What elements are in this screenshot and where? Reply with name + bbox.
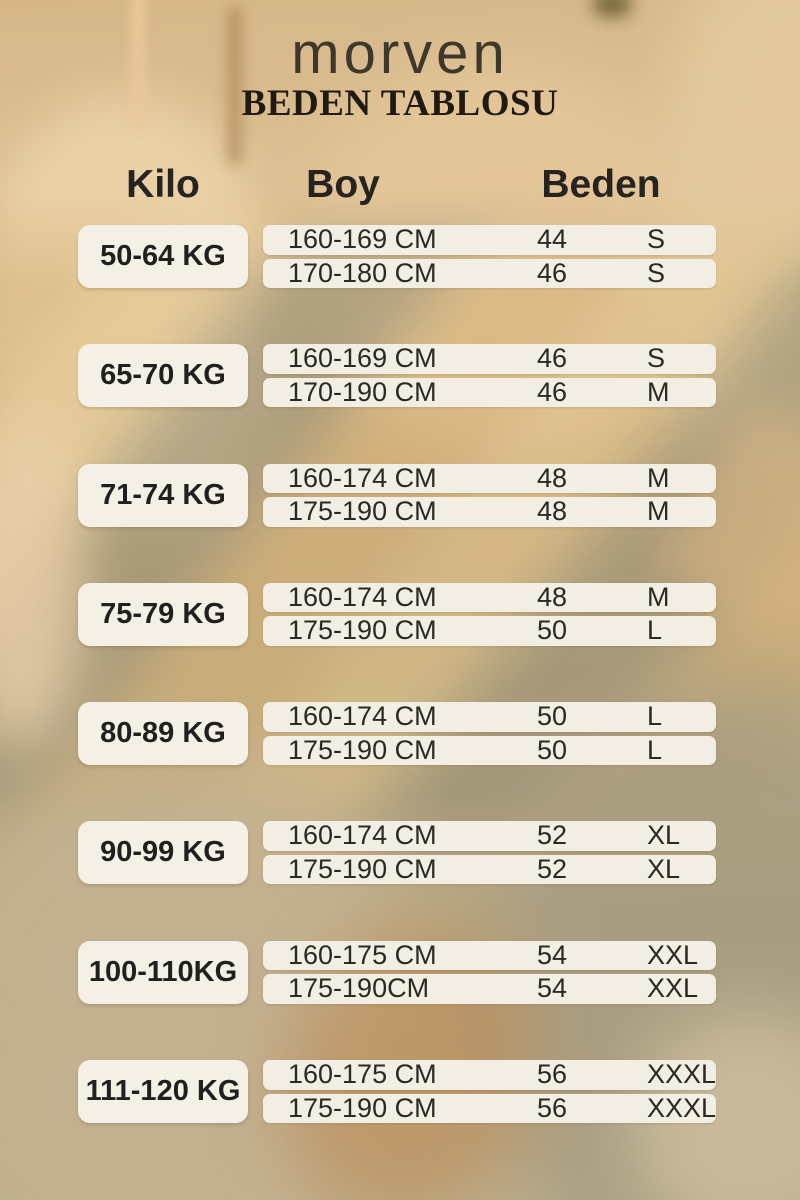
height-range-cell: 175-190CM [288, 973, 430, 1004]
size-letter-cell: XL [647, 820, 681, 851]
weight-group: 75-79 KG 160-174 CM 48 M 175-190 CM 50 L [0, 581, 800, 646]
size-letter-cell: L [647, 701, 663, 732]
height-range-cell: 175-190 CM [288, 734, 437, 765]
height-range-cell: 160-174 CM [288, 462, 437, 493]
size-number-cell: 52 [537, 853, 568, 884]
size-letter-cell: XXL [647, 939, 699, 970]
table-row: 175-190 CM 48 M [263, 497, 716, 527]
height-range-cell: 160-174 CM [288, 701, 437, 732]
size-number-cell: 50 [537, 615, 568, 646]
size-letter-cell: L [647, 734, 663, 765]
column-header-kilo: Kilo [126, 163, 200, 206]
weight-range-label: 71-74 KG [78, 463, 248, 527]
height-range-cell: 175-190 CM [288, 1092, 437, 1123]
group-rows: 160-174 CM 50 L 175-190 CM 50 L [263, 702, 716, 766]
height-range-cell: 160-169 CM [288, 343, 437, 374]
weight-group: 80-89 KG 160-174 CM 50 L 175-190 CM 50 L [0, 702, 800, 766]
height-range-cell: 170-190 CM [288, 376, 437, 407]
size-letter-cell: S [647, 224, 666, 254]
brand-logo-text: morven [291, 21, 509, 86]
height-range-cell: 160-169 CM [288, 224, 437, 254]
page-title: BEDEN TABLOSU [241, 83, 559, 124]
size-number-cell: 44 [537, 224, 568, 254]
size-number-cell: 56 [537, 1059, 568, 1090]
height-range-cell: 160-174 CM [288, 820, 437, 851]
weight-range-label: 90-99 KG [78, 821, 248, 885]
height-range-cell: 175-190 CM [288, 496, 437, 527]
size-number-cell: 46 [537, 257, 568, 288]
weight-group: 50-64 KG 160-169 CM 44 S 170-180 CM 46 S [0, 224, 800, 288]
size-number-cell: 50 [537, 734, 568, 765]
table-row: 160-175 CM 54 XXL [263, 939, 716, 971]
weight-group: 100-110KG 160-175 CM 54 XXL 175-190CM 54… [0, 939, 800, 1004]
weight-range-label: 75-79 KG [78, 582, 248, 646]
table-row: 175-190 CM 52 XL [263, 853, 716, 885]
size-number-cell: 56 [537, 1092, 568, 1123]
weight-range-label: 50-64 KG [78, 225, 248, 288]
weight-range-label: 100-110KG [78, 940, 248, 1004]
size-number-cell: 50 [537, 701, 568, 732]
size-letter-cell: S [647, 257, 666, 288]
weight-group: 90-99 KG 160-174 CM 52 XL 175-190 CM 52 … [0, 821, 800, 885]
size-letter-cell: M [647, 462, 670, 493]
table-row: 160-174 CM 48 M [263, 581, 716, 613]
weight-group: 111-120 KG 160-175 CM 56 XXXL 175-190 CM… [0, 1060, 800, 1124]
group-rows: 160-174 CM 48 M 175-190 CM 50 L [263, 581, 716, 646]
size-letter-cell: XXXL [647, 1059, 717, 1090]
weight-range-label: 80-89 KG [78, 702, 248, 766]
size-number-cell: 48 [537, 496, 568, 527]
size-number-cell: 52 [537, 820, 568, 851]
column-header-beden: Beden [541, 163, 661, 206]
table-row: 175-190 CM 50 L [263, 616, 716, 646]
size-letter-cell: M [647, 496, 670, 527]
size-letter-cell: XXXL [647, 1092, 717, 1123]
table-row: 175-190 CM 56 XXXL [263, 1092, 717, 1124]
height-range-cell: 170-180 CM [288, 257, 437, 288]
group-rows: 160-174 CM 48 M 175-190 CM 48 M [263, 462, 716, 527]
group-rows: 160-174 CM 52 XL 175-190 CM 52 XL [263, 821, 716, 885]
size-table-groups: 50-64 KG 160-169 CM 44 S 170-180 CM 46 S… [0, 224, 800, 1124]
column-header-boy: Boy [306, 163, 380, 206]
size-number-cell: 54 [537, 973, 568, 1004]
size-letter-cell: L [647, 615, 663, 646]
size-letter-cell: XL [647, 853, 681, 884]
table-row: 160-174 CM 48 M [263, 462, 716, 494]
table-row: 170-180 CM 46 S [263, 257, 716, 288]
height-range-cell: 160-175 CM [288, 939, 437, 970]
table-row: 160-169 CM 46 S [263, 344, 716, 374]
size-number-cell: 46 [537, 376, 568, 407]
height-range-cell: 160-175 CM [288, 1059, 437, 1090]
table-row: 175-190 CM 50 L [263, 734, 716, 766]
height-range-cell: 160-174 CM [288, 581, 437, 612]
weight-range-label: 65-70 KG [78, 344, 248, 408]
size-letter-cell: M [647, 376, 670, 407]
group-rows: 160-175 CM 54 XXL 175-190CM 54 XXL [263, 939, 716, 1004]
size-number-cell: 48 [537, 581, 568, 612]
height-range-cell: 175-190 CM [288, 853, 437, 884]
size-letter-cell: XXL [647, 973, 699, 1004]
size-number-cell: 54 [537, 939, 568, 970]
table-row: 160-169 CM 44 S [263, 224, 716, 255]
table-row: 160-175 CM 56 XXXL [263, 1060, 716, 1090]
group-rows: 160-169 CM 44 S 170-180 CM 46 S [263, 224, 716, 288]
size-number-cell: 48 [537, 462, 568, 493]
weight-group: 71-74 KG 160-174 CM 48 M 175-190 CM 48 M [0, 462, 800, 527]
table-row: 160-174 CM 50 L [263, 702, 716, 732]
height-range-cell: 175-190 CM [288, 615, 437, 646]
group-rows: 160-175 CM 56 XXXL 175-190 CM 56 XXXL [263, 1060, 717, 1124]
weight-group: 65-70 KG 160-169 CM 46 S 170-190 CM 46 M [0, 344, 800, 408]
weight-range-label: 111-120 KG [78, 1060, 248, 1124]
size-number-cell: 46 [537, 343, 568, 374]
table-row: 175-190CM 54 XXL [263, 974, 716, 1004]
table-row: 170-190 CM 46 M [263, 376, 716, 408]
column-header-row: Kilo Boy Beden [0, 163, 800, 207]
table-row: 160-174 CM 52 XL [263, 821, 716, 851]
size-letter-cell: M [647, 581, 670, 612]
size-letter-cell: S [647, 343, 666, 374]
group-rows: 160-169 CM 46 S 170-190 CM 46 M [263, 344, 716, 408]
